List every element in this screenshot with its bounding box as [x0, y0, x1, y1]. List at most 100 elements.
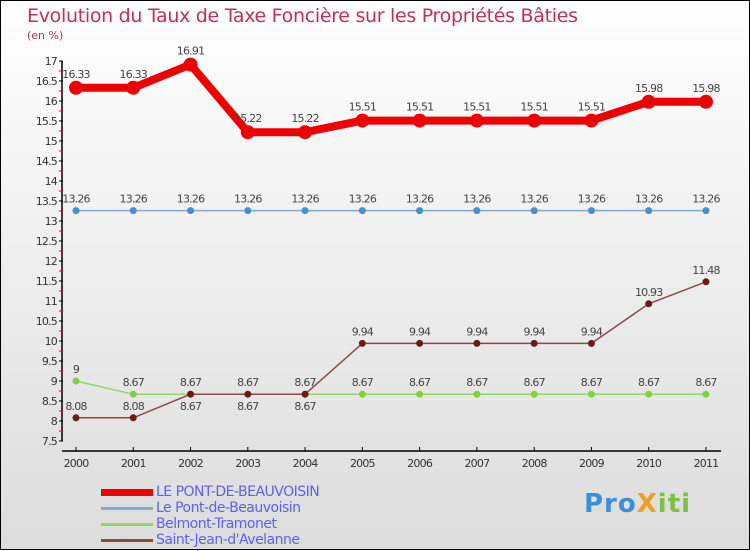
x-tick-label: 2006: [407, 457, 433, 470]
data-label: 8.67: [123, 376, 145, 389]
x-tick-label: 2003: [235, 457, 261, 470]
y-tick-label: 15.5: [36, 115, 58, 128]
data-point: [355, 113, 370, 128]
data-point: [358, 390, 366, 398]
y-tick-label: 11.5: [36, 275, 58, 288]
y-tick-label: 13: [45, 215, 58, 228]
legend-label: Saint-Jean-d'Avelanne: [156, 532, 300, 548]
data-point: [702, 390, 710, 398]
y-tick-label: 14: [45, 175, 58, 188]
data-point: [416, 390, 424, 398]
y-tick-label: 16.5: [36, 75, 58, 88]
data-label: 13.26: [692, 193, 720, 206]
data-label: 11.48: [692, 264, 720, 277]
data-point: [187, 207, 195, 215]
data-label: 16.91: [177, 45, 205, 58]
data-point: [416, 339, 424, 347]
data-point: [698, 94, 713, 109]
y-tick-label: 11: [45, 295, 57, 308]
data-label: 8.67: [524, 376, 546, 389]
data-point: [645, 390, 653, 398]
x-tick-label: 2009: [579, 457, 605, 470]
data-label: 13.26: [291, 193, 319, 206]
legend-item: Saint-Jean-d'Avelanne: [101, 532, 319, 548]
data-point: [187, 390, 195, 398]
y-tick-label: 14.5: [36, 155, 58, 168]
data-label: 9.94: [581, 325, 603, 338]
legend: LE PONT-DE-BEAUVOISIN Le Pont-de-Beauvois…: [101, 484, 320, 548]
data-label: 8.67: [466, 376, 488, 389]
data-point: [126, 80, 141, 95]
x-tick-label: 2001: [121, 457, 146, 470]
data-point: [702, 278, 710, 286]
x-tick-label: 2007: [464, 457, 490, 470]
data-point: [358, 339, 366, 347]
data-label: 15.51: [349, 101, 377, 114]
data-label: 13.26: [406, 193, 434, 206]
data-point: [641, 94, 656, 109]
legend-swatch: [101, 522, 153, 526]
x-tick-label: 2011: [694, 457, 719, 470]
y-tick-label: 10.5: [36, 315, 58, 328]
data-point: [587, 390, 595, 398]
x-tick-label: 2005: [350, 457, 376, 470]
data-label: 13.26: [177, 193, 205, 206]
legend-item: LE PONT-DE-BEAUVOISIN: [101, 484, 320, 500]
data-point: [412, 113, 427, 128]
data-label: 13.26: [62, 193, 90, 206]
legend-label: Le Pont-de-Beauvoisin: [156, 500, 301, 516]
data-label: 9.94: [409, 325, 431, 338]
data-point: [129, 414, 137, 422]
data-point: [244, 390, 252, 398]
y-tick-label: 16: [45, 95, 58, 108]
legend-item: Belmont-Tramonet: [101, 516, 319, 532]
data-point: [301, 207, 309, 215]
y-axis-unit: (en %): [27, 29, 64, 42]
data-point: [129, 207, 137, 215]
chart-title: Evolution du Taux de Taxe Foncière sur l…: [27, 5, 578, 27]
data-point: [244, 207, 252, 215]
data-point: [183, 57, 198, 72]
data-label: 13.26: [234, 193, 262, 206]
proxiti-logo: ProXiti: [584, 489, 692, 519]
data-label: 8.67: [294, 400, 316, 413]
data-label: 8.67: [237, 376, 259, 389]
data-point: [240, 125, 255, 140]
series-line-0: [76, 60, 706, 137]
data-point: [69, 80, 83, 95]
data-label: 13.26: [463, 193, 491, 206]
y-tick-label: 9: [51, 375, 58, 388]
data-point: [645, 207, 653, 215]
legend-swatch: [101, 506, 153, 510]
data-label: 8.08: [65, 400, 87, 413]
y-tick-label: 15: [45, 135, 58, 148]
data-label: 16.33: [62, 68, 90, 81]
data-label: 8.67: [294, 376, 316, 389]
data-label: 8.67: [409, 376, 431, 389]
data-label: 8.67: [695, 376, 717, 389]
data-point: [587, 207, 595, 215]
x-tick-label: 2000: [64, 457, 90, 470]
data-point: [527, 113, 542, 128]
x-tick-label: 2008: [522, 457, 548, 470]
data-label: 8.67: [180, 400, 202, 413]
y-tick-label: 10: [45, 335, 58, 348]
data-point: [358, 207, 366, 215]
data-label: 8.67: [352, 376, 374, 389]
y-tick-label: 8.5: [42, 395, 58, 408]
data-label: 15.51: [520, 101, 548, 114]
data-label: 8.67: [638, 376, 660, 389]
data-label: 13.26: [635, 193, 663, 206]
data-label: 15.98: [692, 82, 720, 95]
data-label: 16.33: [120, 68, 148, 81]
data-label: 15.22: [234, 112, 262, 125]
data-label: 10.93: [635, 286, 663, 299]
data-label: 8.67: [180, 376, 202, 389]
data-label: 15.51: [578, 101, 606, 114]
data-point: [72, 377, 80, 385]
data-label: 9.94: [466, 325, 488, 338]
x-tick-label: 2010: [636, 457, 662, 470]
data-label: 15.98: [635, 82, 663, 95]
y-tick-label: 7.5: [42, 435, 58, 448]
